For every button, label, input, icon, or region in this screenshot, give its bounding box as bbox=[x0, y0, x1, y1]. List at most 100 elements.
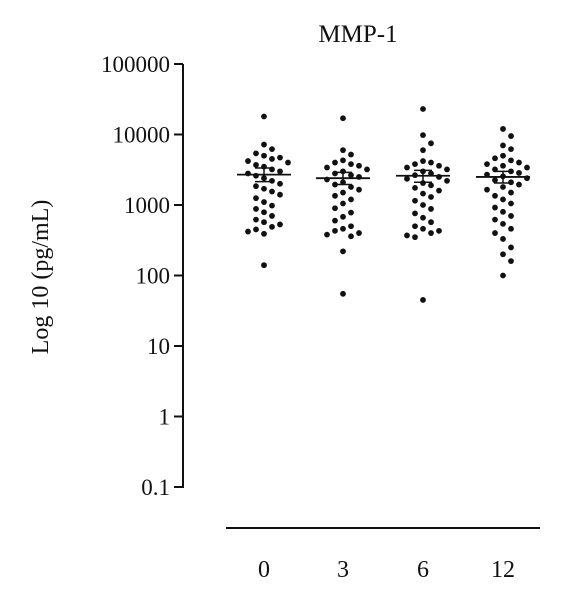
data-point bbox=[436, 162, 442, 169]
data-point bbox=[340, 157, 346, 164]
data-point bbox=[508, 258, 514, 265]
data-point bbox=[500, 251, 506, 258]
data-point bbox=[261, 113, 267, 120]
data-point bbox=[420, 147, 426, 154]
data-point bbox=[420, 225, 426, 232]
data-point bbox=[253, 226, 259, 233]
data-point bbox=[261, 141, 267, 148]
data-point bbox=[412, 161, 418, 168]
data-point bbox=[516, 170, 522, 176]
data-point bbox=[324, 164, 330, 171]
data-point bbox=[269, 213, 275, 219]
data-point bbox=[340, 200, 346, 207]
y-tick-label: 10000 bbox=[113, 123, 171, 148]
data-point bbox=[332, 170, 338, 177]
data-point bbox=[332, 192, 338, 199]
data-point bbox=[404, 232, 410, 239]
data-point bbox=[269, 202, 275, 209]
data-point bbox=[269, 188, 275, 195]
data-point bbox=[348, 209, 354, 216]
data-point bbox=[324, 231, 330, 238]
data-point bbox=[404, 164, 410, 171]
data-point bbox=[508, 189, 514, 196]
data-point bbox=[253, 183, 259, 190]
data-point bbox=[364, 166, 370, 173]
data-point bbox=[516, 159, 522, 166]
data-point bbox=[340, 189, 346, 196]
data-point bbox=[412, 223, 418, 230]
data-point bbox=[428, 219, 434, 226]
data-point bbox=[500, 196, 506, 203]
data-point bbox=[261, 152, 267, 159]
data-point bbox=[340, 213, 346, 220]
data-point bbox=[500, 126, 506, 132]
data-point bbox=[508, 200, 514, 207]
data-point bbox=[277, 221, 283, 228]
data-point bbox=[277, 168, 283, 175]
data-point bbox=[428, 206, 434, 212]
group-6 bbox=[396, 106, 450, 303]
data-point bbox=[412, 184, 418, 191]
data-point bbox=[492, 155, 498, 162]
data-point bbox=[428, 159, 434, 166]
data-point bbox=[269, 223, 275, 230]
chart-title: MMP-1 bbox=[318, 21, 397, 48]
data-point bbox=[348, 151, 354, 158]
data-point bbox=[356, 230, 362, 236]
data-point bbox=[261, 209, 267, 216]
data-point bbox=[348, 196, 354, 203]
data-point bbox=[492, 230, 498, 236]
x-tick-label: 12 bbox=[491, 557, 515, 583]
data-point bbox=[277, 154, 283, 161]
data-point bbox=[420, 190, 426, 197]
data-point bbox=[436, 227, 442, 234]
data-point bbox=[412, 210, 418, 217]
data-point bbox=[253, 206, 259, 212]
y-tick-label: 0.1 bbox=[141, 475, 170, 500]
data-point bbox=[245, 170, 251, 177]
data-point bbox=[500, 220, 506, 227]
data-point bbox=[420, 132, 426, 139]
y-tick-label: 100 bbox=[136, 264, 171, 289]
y-axis-label: Log 10 (pg/mL) bbox=[28, 200, 54, 355]
data-point bbox=[332, 159, 338, 166]
data-point bbox=[245, 158, 251, 164]
y-axis-ticks: 0.1 1 10 100 1000 10000 100000 bbox=[101, 52, 183, 500]
data-point bbox=[277, 180, 283, 187]
data-point bbox=[484, 186, 490, 193]
data-point bbox=[340, 225, 346, 232]
group-3 bbox=[316, 115, 370, 297]
data-point bbox=[428, 182, 434, 189]
data-point bbox=[261, 230, 267, 237]
y-tick-label: 1 bbox=[159, 405, 171, 430]
data-point bbox=[245, 228, 251, 235]
data-point bbox=[261, 185, 267, 192]
group-0 bbox=[237, 113, 291, 269]
data-point bbox=[340, 248, 346, 255]
data-point bbox=[516, 181, 522, 188]
data-point bbox=[348, 223, 354, 230]
data-point bbox=[492, 192, 498, 199]
data-point bbox=[500, 162, 506, 169]
data-point bbox=[261, 219, 267, 226]
data-point bbox=[269, 146, 275, 153]
data-point bbox=[348, 184, 354, 190]
data-point bbox=[332, 205, 338, 212]
data-point bbox=[428, 230, 434, 236]
data-point bbox=[412, 234, 418, 241]
data-point bbox=[277, 191, 283, 198]
data-point bbox=[348, 161, 354, 168]
data-point bbox=[524, 164, 530, 171]
data-point bbox=[500, 236, 506, 242]
data-point bbox=[420, 297, 426, 303]
data-point bbox=[404, 175, 410, 182]
data-point bbox=[444, 166, 450, 173]
data-point bbox=[340, 290, 346, 297]
data-point bbox=[340, 147, 346, 154]
data-point bbox=[508, 225, 514, 232]
data-point bbox=[500, 184, 506, 190]
data-point bbox=[436, 187, 442, 194]
data-point bbox=[508, 213, 514, 219]
data-point bbox=[348, 172, 354, 179]
data-point bbox=[348, 233, 354, 240]
